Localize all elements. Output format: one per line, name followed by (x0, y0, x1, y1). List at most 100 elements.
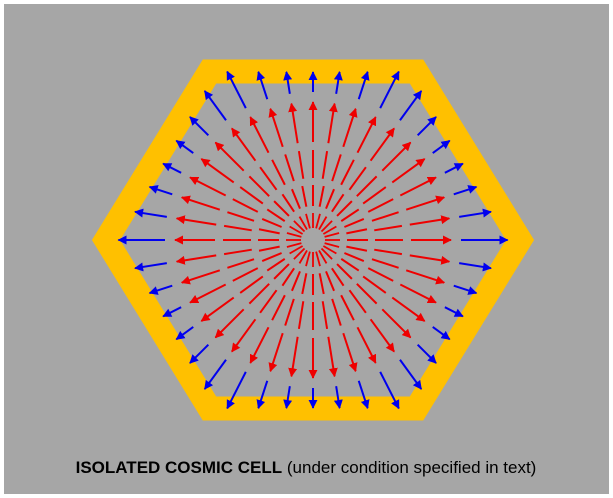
arrow (281, 193, 295, 213)
arrow (391, 158, 426, 184)
arrow-field (117, 70, 509, 410)
arrow (374, 224, 403, 232)
arrow (453, 185, 478, 196)
arrow (283, 386, 293, 409)
arrow (226, 70, 247, 109)
arrow (223, 224, 252, 232)
arrow (340, 294, 355, 321)
arrow (298, 216, 308, 231)
arrow (331, 267, 345, 287)
arrow (321, 150, 329, 179)
arrow (324, 232, 340, 238)
arrow (298, 249, 308, 264)
arrow (291, 188, 301, 209)
arrow (416, 343, 437, 364)
caption-bold: ISOLATED COSMIC CELL (76, 458, 283, 477)
arrow (283, 71, 293, 94)
arrow (344, 252, 365, 262)
arrow (356, 283, 378, 305)
arrow (286, 232, 302, 238)
arrow (148, 284, 173, 295)
arrow (367, 198, 394, 213)
arrow (258, 228, 280, 235)
arrow (134, 208, 167, 218)
arrow (444, 162, 464, 174)
arrow (249, 326, 270, 364)
arrow (286, 242, 302, 248)
arrow (227, 258, 255, 269)
arrow (148, 185, 173, 196)
arrow (331, 154, 342, 182)
arrow (268, 107, 284, 148)
arrow (231, 318, 257, 353)
arrow (318, 185, 325, 207)
arrow (259, 166, 278, 191)
arrow (459, 262, 492, 272)
arrow (318, 216, 328, 231)
arrow (346, 245, 368, 252)
arrow (321, 301, 329, 330)
arrow (357, 70, 370, 100)
arrow (356, 326, 377, 364)
arrow (369, 318, 395, 353)
arrow (432, 139, 451, 154)
arrow (284, 154, 295, 182)
arrow (399, 283, 437, 304)
arrow (248, 175, 270, 197)
arrow (297, 150, 305, 179)
arrow (223, 248, 252, 256)
arrow (327, 336, 338, 378)
arrow (444, 306, 464, 318)
arrow (340, 159, 355, 186)
arrow (239, 275, 264, 294)
arrow (348, 289, 367, 314)
arrow (256, 70, 269, 100)
arrow (325, 271, 335, 292)
arrow (175, 215, 217, 226)
arrow (324, 242, 340, 248)
arrow (261, 218, 282, 228)
arrow (289, 225, 304, 235)
arrow (180, 195, 221, 211)
arrow (281, 267, 295, 287)
arrow (371, 211, 399, 222)
arrow (381, 141, 412, 172)
arrow (320, 247, 333, 260)
arrow (336, 200, 353, 217)
arrow (266, 258, 286, 272)
arrow (369, 127, 395, 162)
arrow (348, 166, 367, 191)
arrow (305, 251, 311, 267)
arrow (239, 186, 264, 205)
arrow (333, 386, 343, 409)
arrow (175, 139, 194, 154)
arrow (432, 326, 451, 341)
arrow (266, 208, 286, 222)
arrow (342, 107, 358, 148)
arrow (342, 332, 358, 373)
arrow (331, 193, 345, 213)
arrow (340, 208, 360, 222)
arrow (315, 251, 321, 267)
arrow (327, 102, 338, 144)
arrow (405, 269, 446, 285)
arrow (189, 343, 210, 364)
arrow (322, 225, 337, 235)
arrow (399, 90, 423, 121)
arrow (271, 294, 286, 321)
arrow (249, 116, 270, 154)
arrow (297, 301, 305, 330)
arrow (256, 380, 269, 410)
arrow (200, 158, 235, 184)
arrow (175, 254, 217, 265)
arrow (357, 380, 370, 410)
arrow (399, 359, 423, 390)
arrow (399, 176, 437, 197)
arrow (175, 326, 194, 341)
arrow (291, 271, 301, 292)
cell-boundary (91, 59, 535, 421)
arrow (409, 254, 451, 265)
arrow (381, 308, 412, 339)
arrow (318, 273, 325, 295)
arrow (333, 71, 343, 94)
